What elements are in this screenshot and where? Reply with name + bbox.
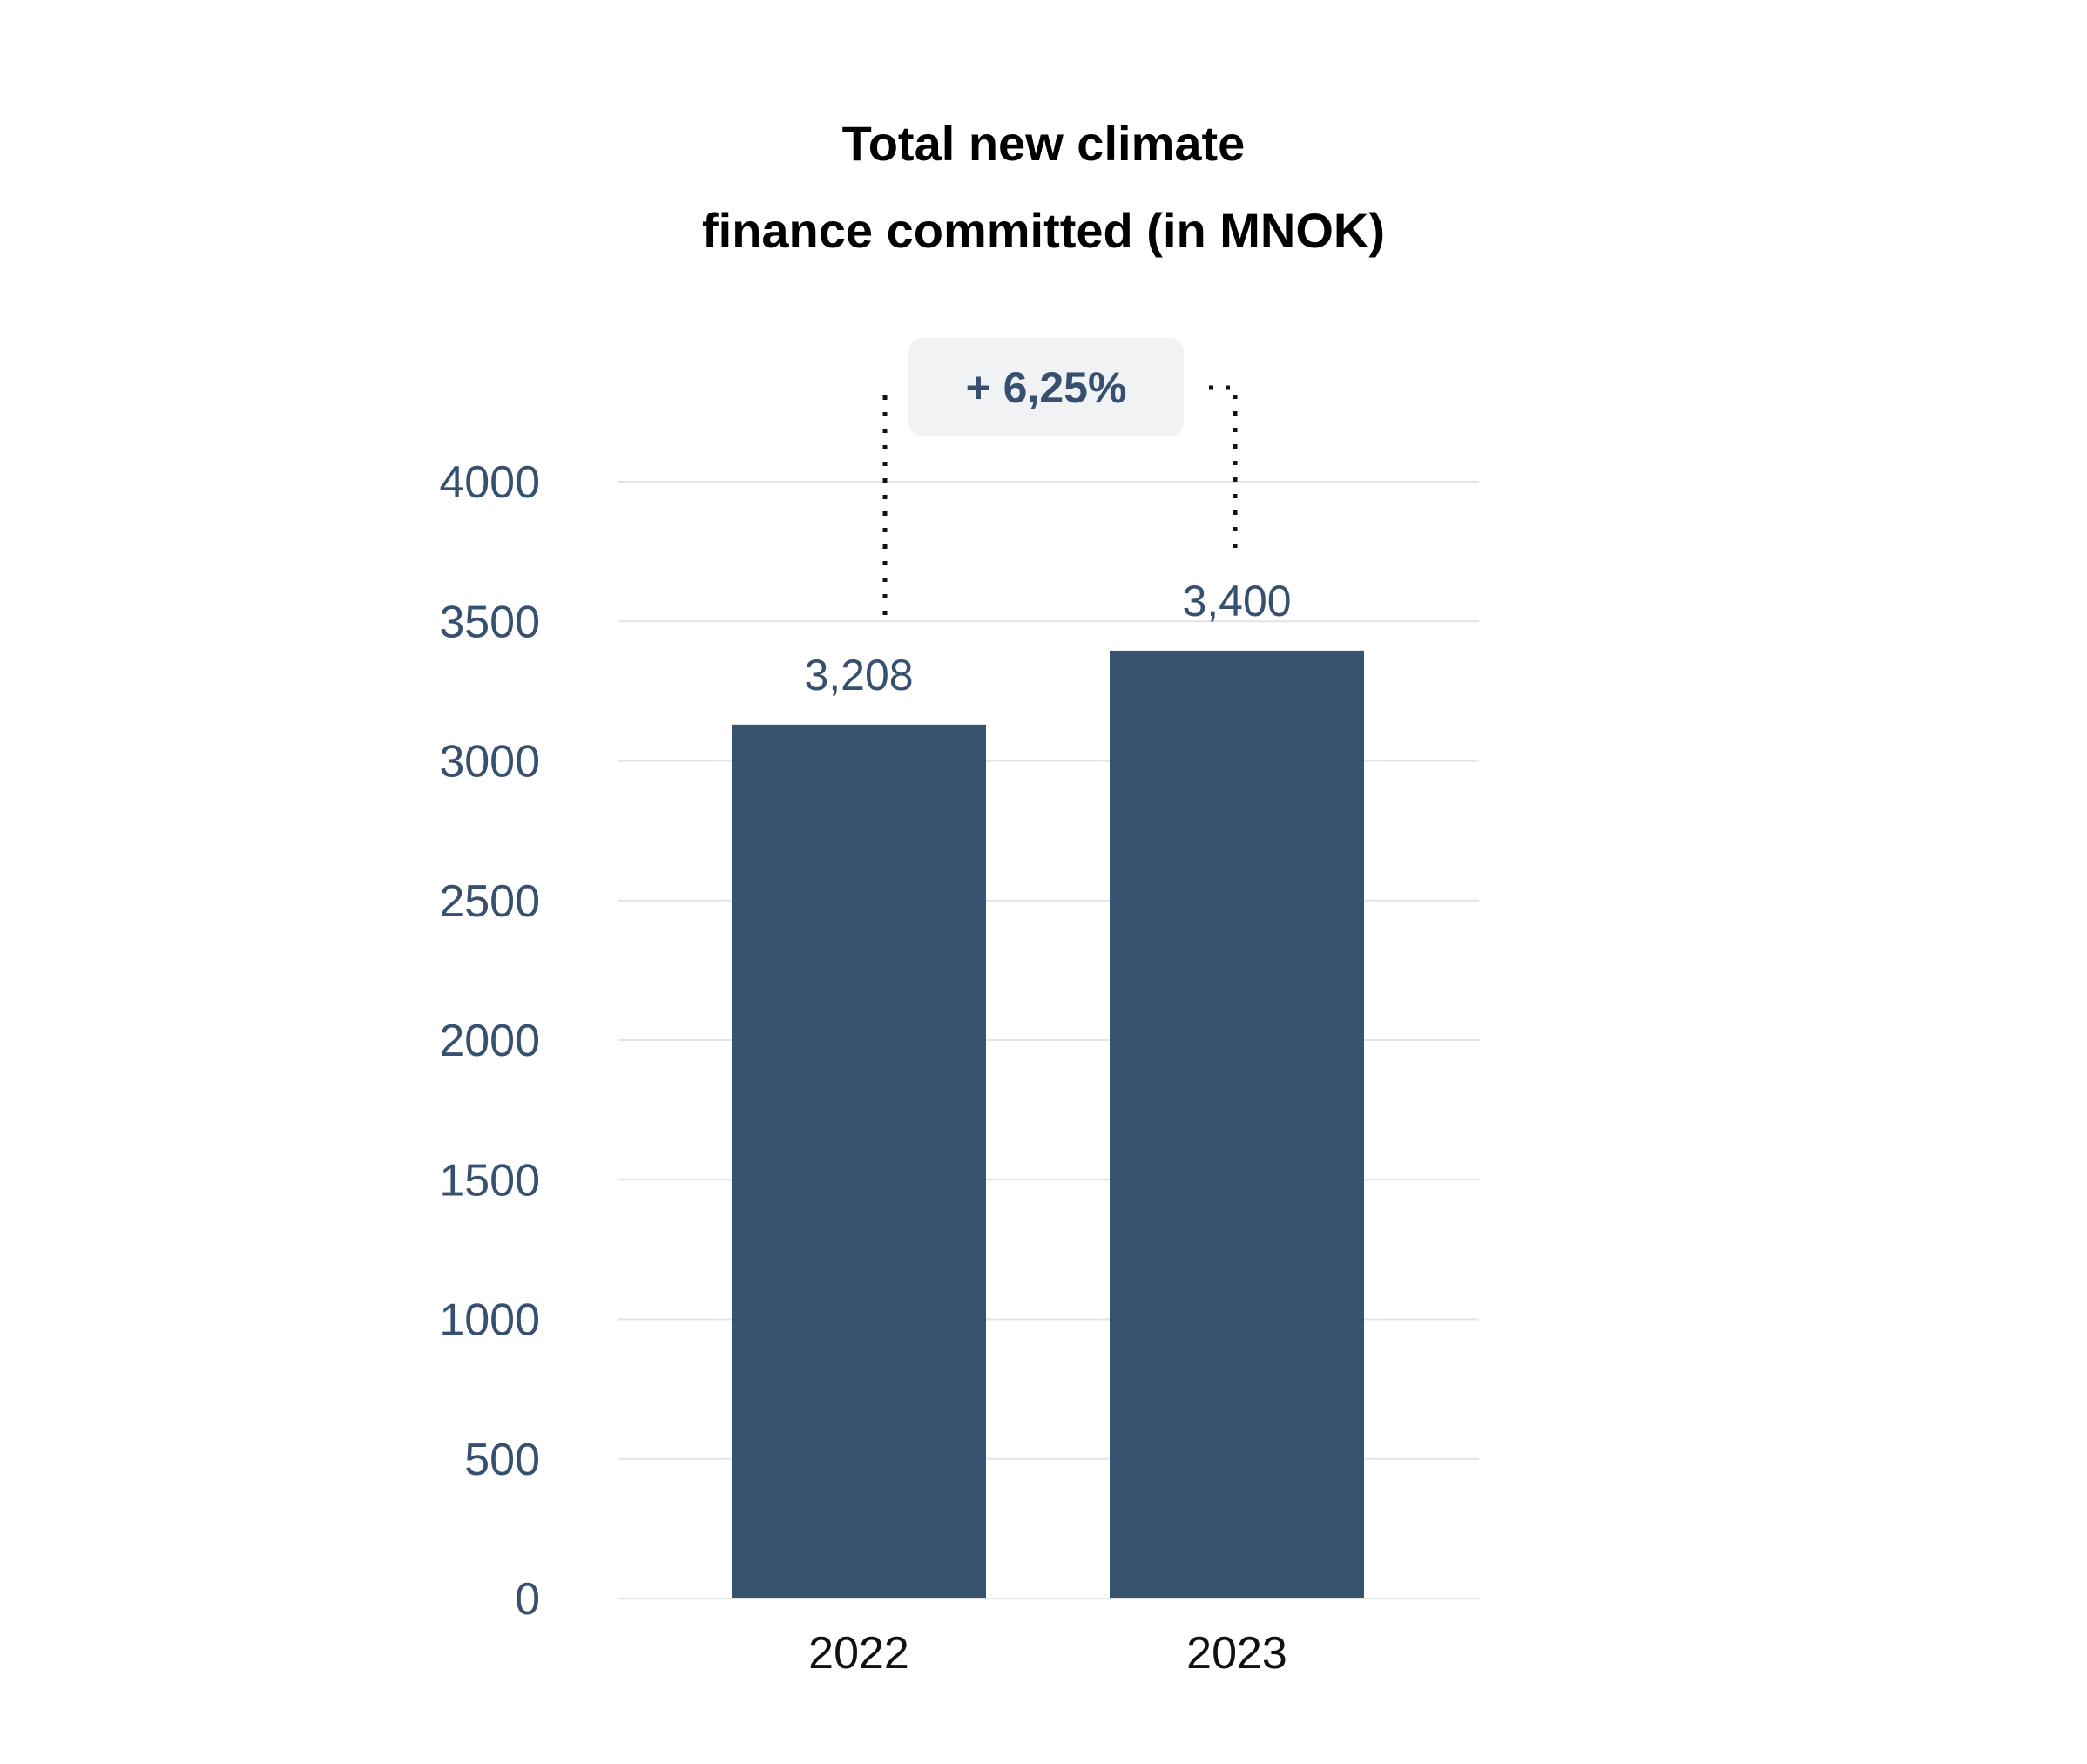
- change-badge: [908, 338, 1184, 436]
- bracket-left-dotted: [881, 385, 888, 615]
- bar-2022: [732, 724, 986, 1598]
- y-tick-label: 3500: [439, 597, 540, 647]
- y-tick-label: 0: [515, 1574, 540, 1625]
- data-labels: 3,208 3,400: [804, 577, 1291, 700]
- y-tick-label: 2500: [439, 876, 540, 927]
- y-tick-label: 4000: [439, 457, 540, 508]
- y-tick-label: 500: [464, 1435, 540, 1485]
- chart-title-line-2: finance committed (in MNOK): [701, 203, 1386, 258]
- y-tick-label: 1500: [439, 1155, 540, 1206]
- data-label-2023: 3,400: [1182, 577, 1291, 625]
- y-tick-label: 3000: [439, 737, 540, 787]
- change-badge-label: + 6,25%: [966, 363, 1127, 412]
- y-tick-label: 2000: [439, 1016, 540, 1066]
- y-axis: 0 500 1000 1500 2000 2500 3000 3500 4000: [439, 457, 540, 1625]
- data-label-2022: 3,208: [804, 651, 913, 700]
- bracket-right-dotted: [1209, 385, 1238, 552]
- y-tick-label: 1000: [439, 1295, 540, 1346]
- bars: [732, 650, 1364, 1598]
- chart-title: Total new climate finance committed (in …: [0, 100, 2087, 274]
- x-tick-label-2023: 2023: [1186, 1628, 1287, 1679]
- x-axis: 2022 2023: [808, 1628, 1287, 1679]
- change-annotation: + 6,25%: [881, 338, 1238, 615]
- x-tick-label-2022: 2022: [808, 1628, 909, 1679]
- chart-title-line-1: Total new climate: [841, 116, 1246, 171]
- bar-2023: [1110, 650, 1364, 1598]
